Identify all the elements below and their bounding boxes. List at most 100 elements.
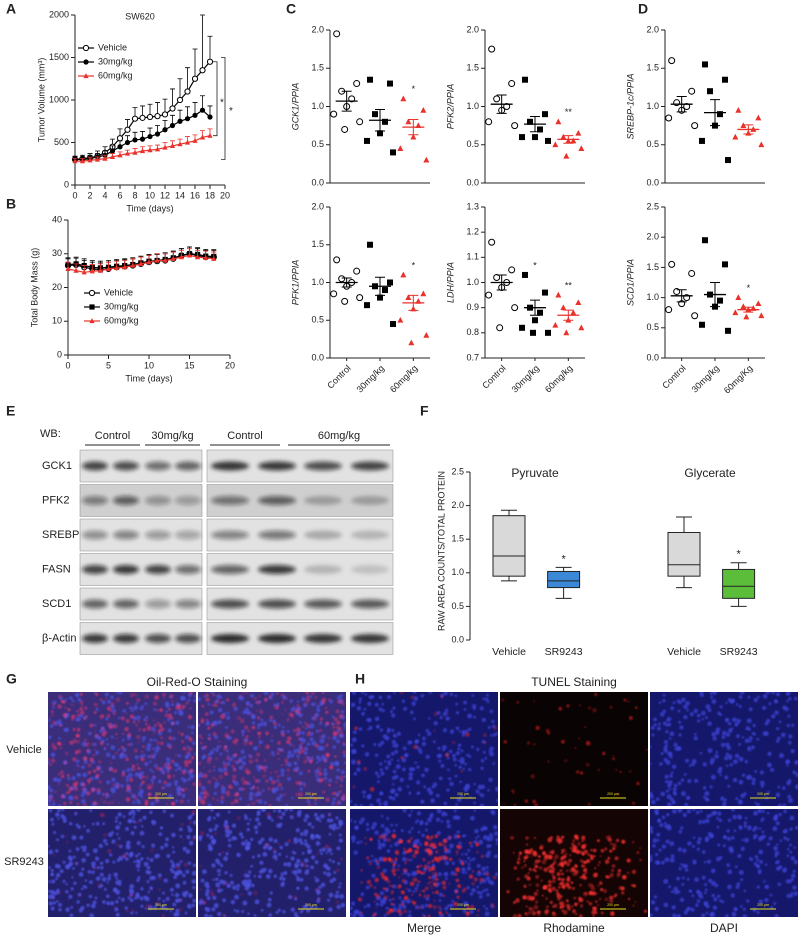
stain-spot bbox=[266, 843, 270, 847]
nucleus bbox=[468, 768, 471, 771]
nucleus bbox=[694, 736, 698, 740]
stain-spot bbox=[113, 724, 118, 729]
nucleus bbox=[659, 701, 662, 704]
marker bbox=[689, 270, 695, 276]
nucleus bbox=[361, 712, 365, 716]
stain-spot bbox=[75, 750, 79, 754]
stain-spot bbox=[524, 874, 528, 878]
stain-spot bbox=[278, 843, 280, 845]
stain-spot bbox=[461, 770, 463, 772]
nucleus bbox=[713, 811, 717, 815]
nucleus bbox=[73, 882, 76, 885]
nucleus bbox=[654, 808, 658, 812]
stain-spot bbox=[200, 831, 205, 836]
nucleus bbox=[713, 897, 717, 901]
nucleus bbox=[241, 841, 246, 846]
nucleus bbox=[726, 753, 730, 757]
stain-spot bbox=[237, 760, 240, 763]
nucleus bbox=[683, 813, 687, 817]
column-label: Rhodamine bbox=[543, 921, 605, 935]
nucleus bbox=[310, 737, 314, 741]
stain-spot bbox=[259, 710, 263, 714]
nucleus bbox=[385, 736, 390, 741]
nucleus bbox=[278, 809, 282, 813]
stain-spot bbox=[247, 704, 249, 706]
nucleus bbox=[489, 752, 494, 757]
nucleus bbox=[228, 839, 231, 842]
nucleus bbox=[447, 757, 450, 760]
nucleus bbox=[282, 910, 285, 913]
nucleus bbox=[336, 891, 339, 894]
nucleus bbox=[794, 860, 798, 864]
nucleus bbox=[728, 722, 732, 726]
stain-spot bbox=[152, 748, 154, 750]
nucleus bbox=[289, 808, 293, 812]
nucleus bbox=[416, 765, 419, 768]
y-tick-label: 2.0 bbox=[646, 24, 659, 34]
stain-spot bbox=[562, 849, 566, 853]
stain-spot bbox=[434, 856, 439, 861]
marker bbox=[334, 257, 340, 263]
y-tick-label: 2.0 bbox=[466, 24, 479, 34]
nucleus bbox=[447, 824, 451, 828]
nucleus bbox=[765, 731, 769, 735]
nucleus bbox=[55, 864, 60, 869]
x-axis-label: Time (days) bbox=[126, 203, 173, 213]
nucleus bbox=[670, 858, 675, 863]
nucleus bbox=[366, 823, 369, 826]
stain-spot bbox=[586, 741, 591, 746]
nucleus bbox=[478, 785, 483, 790]
marker bbox=[486, 292, 492, 298]
nucleus bbox=[664, 825, 668, 829]
nucleus bbox=[336, 827, 339, 830]
nucleus bbox=[259, 861, 263, 865]
nucleus bbox=[70, 913, 74, 917]
stain-spot bbox=[158, 877, 161, 880]
nucleus bbox=[710, 785, 713, 788]
marker bbox=[147, 134, 152, 139]
nucleus bbox=[91, 870, 95, 874]
nucleus bbox=[100, 866, 104, 870]
x-tick-label: SR9243 bbox=[720, 646, 758, 658]
marker bbox=[342, 298, 348, 304]
stain-spot bbox=[191, 810, 195, 814]
stain-spot bbox=[395, 857, 397, 859]
stain-spot bbox=[105, 792, 108, 795]
nucleus bbox=[472, 857, 475, 860]
y-tick-label: 2.0 bbox=[311, 24, 324, 34]
nucleus bbox=[448, 777, 451, 780]
nucleus bbox=[151, 843, 155, 847]
marker bbox=[331, 291, 337, 297]
nucleus bbox=[142, 845, 145, 848]
nucleus bbox=[697, 890, 700, 893]
stain-spot bbox=[564, 759, 568, 763]
stain-spot bbox=[325, 781, 327, 783]
stain-spot bbox=[423, 894, 427, 898]
stain-spot bbox=[163, 721, 165, 723]
nucleus bbox=[749, 736, 753, 740]
nucleus bbox=[117, 812, 122, 817]
nucleus bbox=[408, 814, 412, 818]
nucleus bbox=[373, 743, 376, 746]
stain-spot bbox=[580, 914, 583, 917]
nucleus bbox=[309, 723, 314, 728]
nucleus bbox=[710, 834, 714, 838]
marker bbox=[354, 268, 360, 274]
stain-spot bbox=[58, 783, 60, 785]
nucleus bbox=[130, 911, 133, 914]
nucleus bbox=[457, 747, 460, 750]
nucleus bbox=[247, 711, 250, 714]
significance-star: * bbox=[747, 283, 751, 293]
significance-star: * bbox=[412, 260, 416, 270]
nucleus bbox=[302, 739, 306, 743]
nucleus bbox=[72, 699, 75, 702]
nucleus bbox=[111, 839, 115, 843]
nucleus bbox=[786, 764, 788, 766]
nucleus bbox=[673, 887, 678, 892]
nucleus bbox=[661, 861, 665, 865]
nucleus bbox=[765, 863, 767, 865]
stain-spot bbox=[126, 797, 131, 802]
marker bbox=[192, 113, 197, 118]
nucleus bbox=[786, 854, 789, 857]
stain-spot bbox=[617, 872, 621, 876]
